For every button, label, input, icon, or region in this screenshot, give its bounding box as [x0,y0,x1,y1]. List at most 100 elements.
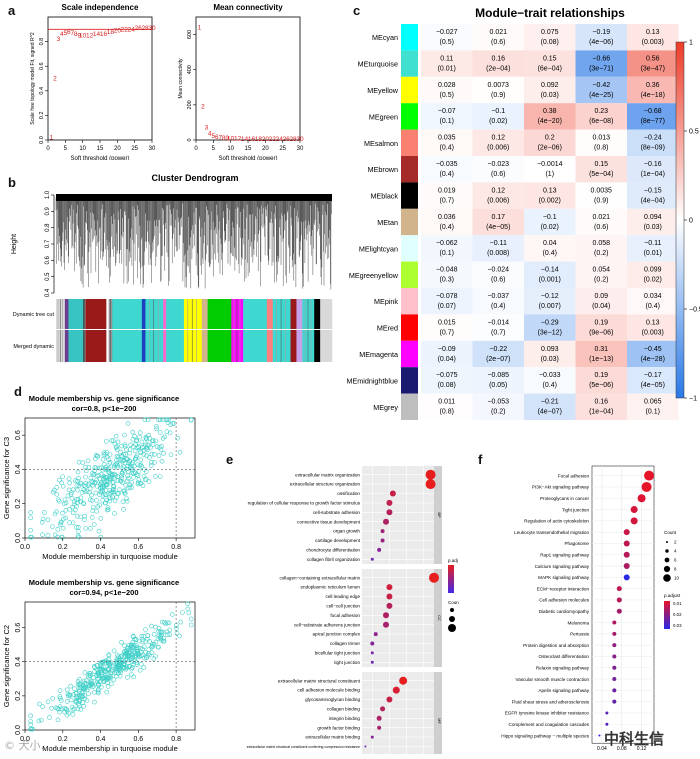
mm-gs-c3-gene-point [88,475,94,481]
mm-gs-c3-gene-point [103,487,109,493]
module-color-stripe [285,330,286,362]
heatmap-cell-pvalue: (0.007) [539,303,561,310]
dendrogram-top-bar [56,194,332,201]
legend-tick-label: 1 [689,40,693,47]
module-color-stripe [57,330,59,362]
module-color-segment [201,330,208,362]
module-color-stripe [84,299,86,329]
module-color-stripe [111,330,112,362]
mm-gs-c3-gene-point [142,477,148,482]
mm-gs-c2-gene-point [131,645,136,650]
colorbar-row-label: Dynamic tree cut [13,312,55,318]
kegg-legend-colorbar [664,601,670,629]
kegg-term-label: Pertussis [570,632,590,637]
go-term-label: cartilage development [315,538,361,543]
module-color-stripe [84,299,85,329]
mm-gs-c3-gene-point [110,487,116,492]
module-color-stripe [239,299,241,329]
kegg-term-label: Calcium signaling pathway [535,564,590,569]
heatmap-cell [627,235,679,262]
go-legend-count-title: Coun [448,600,459,605]
mm-gs-c2-gene-point [178,619,184,625]
heatmap-cell [524,76,576,104]
mm-gs-c3-gene-point [139,439,145,445]
heatmap-cell [472,182,524,209]
mm-gs-c2-gene-point [124,645,130,651]
dendrogram-ylabel: Height [11,234,18,254]
legend-tick-label: 0.5 [689,129,699,136]
heatmap-cell-pvalue: (6e−08) [589,118,613,125]
heatmap-cell-corr: −0.024 [487,267,509,274]
heatmap-cell-pvalue: (0.4) [543,250,557,257]
heatmap-cell-corr: −0.14 [541,267,559,274]
go-term-dot [383,612,389,619]
mm-gs-c2-gene-point [64,712,70,718]
scale-point-label: 1 [50,135,54,142]
heatmap-cell-corr: 0.015 [438,319,456,326]
heatmap-cell-pvalue: (0.04) [438,356,456,363]
heatmap-cell-corr: −0.085 [487,372,509,379]
heatmap-cell [421,235,473,262]
mm-gs-c3-gene-point [124,496,129,501]
mm-gs-c2-gene-point [75,706,81,712]
module-color-stripe [62,299,63,329]
heatmap-cell [627,103,679,130]
mm-gs-c3-gene-point [81,500,86,506]
mm-gs-c3-gene-point [50,524,55,529]
mm-gs-c3-gene-point [149,459,154,465]
module-color-segment [85,330,107,362]
panel-a: a Scale independence 0 5 10 15 20 25 30 0.0 0.2 0.… [0,0,330,162]
heatmap-cell-corr: 0.13 [646,319,660,326]
mm-gs-c2-gene-point [108,670,114,676]
mm-gs-c3-gene-point [91,522,97,527]
module-color-stripe [307,299,309,329]
module-color-stripe [276,330,277,362]
go-group-tag: MF [437,718,442,724]
mm-gs-c3-gene-point [82,517,87,522]
mean-title: Mean connectivity [213,3,283,12]
mm-gs-c2-gene-point [149,623,154,629]
kegg-legend-count-dot [666,541,668,543]
kegg-term-label: Vascular smooth muscle contraction [516,677,590,682]
heatmap-cell [524,340,576,368]
scale-xtick-label: 30 [149,146,156,152]
mm-gs-c3-gene-point [100,498,106,503]
mm-gs-c3-gene-point [112,511,117,516]
mm-gs-c2-xlabel: Module membership in turquoise module [42,744,178,753]
module-color-swatch [401,76,418,104]
mm-gs-c3-gene-point [102,478,107,484]
module-color-stripe [153,299,155,329]
heatmap-cell-pvalue: (0.4) [543,382,557,389]
mm-gs-c3-gene-point [56,497,61,503]
kegg-legend-count-dot [665,549,669,553]
module-color-swatch [401,314,418,341]
module-color-segment [166,330,185,362]
mm-gs-c3-gene-point [99,480,104,485]
mm-gs-c3-gene-point [91,472,96,478]
mm-gs-c2-gene-point [79,690,85,695]
heatmap-cell-corr: 0.013 [592,135,610,142]
mm-gs-c3-gene-point [68,492,74,497]
mm-gs-c3-gene-point [138,450,143,456]
dendrogram-ytick-label: 0.8 [45,223,51,232]
heatmap-cell [627,208,679,236]
kegg-term-label: Regulation of actin cytoskeleton [524,519,589,524]
mm-gs-c2-gene-point [132,653,138,659]
mm-gs-c2-gene-point [101,664,106,670]
heatmap-cell [421,103,473,130]
heatmap-cell [421,261,473,288]
heatmap-cell-pvalue: (0.1) [440,250,454,257]
module-color-segment [183,299,202,329]
module-color-stripe [109,299,111,329]
mm-gs-c3-gene-point [154,426,159,432]
mm-gs-c2-gene-point [96,687,101,693]
go-term-label: growth factor binding [317,725,360,730]
heatmap-cell [524,314,576,341]
heatmap-cell-pvalue: (0.003) [642,329,664,336]
mm-gs-c3-gene-point [133,456,138,462]
heatmap-cell [524,50,576,77]
mm-gs-c3-gene-point [138,457,144,463]
heatmap-cell-corr: −0.062 [436,240,458,247]
mm-gs-c3-gene-point [121,507,126,512]
go-term-label: tight junction [334,660,360,665]
